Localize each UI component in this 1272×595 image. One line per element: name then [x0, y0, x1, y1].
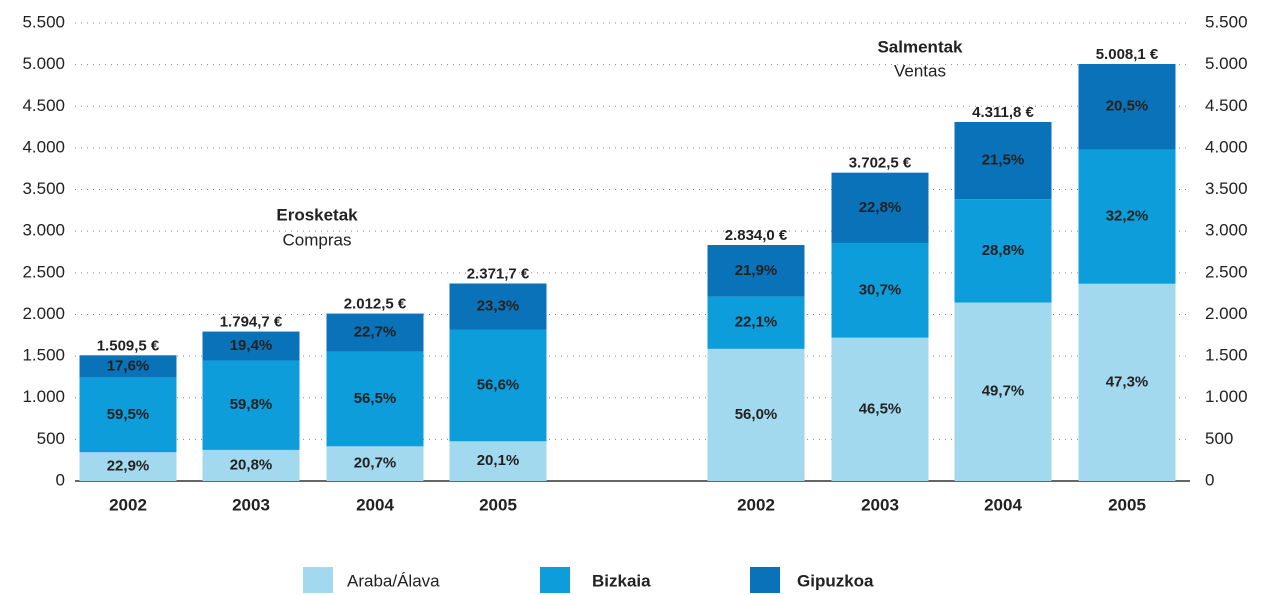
share-label: 59,5%	[107, 406, 150, 423]
share-label: 22,8%	[859, 199, 902, 216]
legend-swatch	[750, 567, 780, 593]
bar-segment	[831, 337, 929, 481]
share-label: 23,3%	[477, 297, 520, 314]
y-tick-label: 500	[1205, 429, 1233, 448]
total-label: 5.008,1 €	[1096, 46, 1159, 63]
legend-label: Gipuzkoa	[797, 571, 874, 590]
y-tick-label: 0	[1205, 470, 1214, 489]
share-label: 56,6%	[477, 376, 520, 393]
bar-segment	[954, 302, 1052, 481]
share-label: 46,5%	[859, 400, 902, 417]
total-label: 1.794,7 €	[220, 314, 283, 331]
y-tick-label: 2.500	[1205, 262, 1248, 281]
y-tick-label: 3.000	[1205, 221, 1248, 240]
share-label: 22,7%	[354, 324, 397, 341]
x-tick-label: 2004	[984, 495, 1022, 514]
y-tick-label: 0	[56, 470, 65, 489]
y-tick-label: 2.000	[22, 304, 65, 323]
share-label: 22,1%	[735, 314, 778, 331]
bar-segment	[831, 242, 929, 338]
y-tick-label: 3.500	[1205, 179, 1248, 198]
bar-segment	[449, 329, 547, 442]
y-tick-label: 4.500	[22, 96, 65, 115]
share-label: 32,2%	[1106, 208, 1149, 225]
total-label: 4.311,8 €	[972, 104, 1034, 121]
y-tick-label: 1.500	[22, 346, 65, 365]
y-tick-label: 1.000	[1205, 387, 1248, 406]
bar-segment	[326, 351, 424, 447]
y-tick-label: 500	[37, 429, 65, 448]
group-title: Salmentak	[877, 37, 963, 56]
share-label: 59,8%	[230, 396, 273, 413]
legend-label: Araba/Álava	[347, 571, 440, 590]
bar-segment	[326, 446, 424, 481]
share-label: 17,6%	[107, 357, 150, 374]
legend-label: Bizkaia	[592, 571, 651, 590]
x-tick-label: 2003	[232, 495, 270, 514]
bar-segment	[1078, 283, 1176, 481]
total-label: 2.834,0 €	[725, 227, 788, 244]
bar-segment	[954, 199, 1052, 303]
y-tick-label: 3.500	[22, 179, 65, 198]
bar-segment	[707, 348, 805, 481]
group-subtitle: Compras	[283, 230, 352, 249]
share-label: 56,5%	[354, 390, 397, 407]
y-tick-label: 4.500	[1205, 96, 1248, 115]
bar-segment	[79, 452, 177, 481]
bar-segment	[449, 441, 547, 481]
bar-segment	[449, 283, 547, 330]
share-label: 49,7%	[982, 383, 1025, 400]
bar-segment	[202, 360, 300, 450]
y-tick-label: 5.500	[1205, 12, 1248, 31]
share-label: 20,5%	[1106, 98, 1149, 115]
bar-segment	[831, 172, 929, 243]
bar-segment	[954, 121, 1052, 200]
y-tick-label: 5.000	[22, 54, 65, 73]
bar-segment	[202, 449, 300, 481]
x-tick-label: 2002	[737, 495, 775, 514]
y-tick-label: 5.000	[1205, 54, 1248, 73]
bar-segment	[202, 331, 300, 361]
group-title: Erosketak	[276, 205, 358, 224]
total-label: 3.702,5 €	[849, 155, 912, 172]
total-label: 2.371,7 €	[467, 265, 530, 282]
share-label: 20,8%	[230, 456, 273, 473]
x-tick-label: 2004	[356, 495, 394, 514]
share-label: 19,4%	[230, 337, 273, 354]
total-label: 2.012,5 €	[344, 296, 407, 313]
share-label: 20,1%	[477, 452, 520, 469]
share-label: 21,5%	[982, 152, 1025, 169]
share-label: 28,8%	[982, 242, 1025, 259]
bar-segment	[79, 355, 177, 378]
share-label: 20,7%	[354, 455, 397, 472]
y-tick-label: 4.000	[1205, 137, 1248, 156]
y-tick-label: 2.500	[22, 262, 65, 281]
bar-segment	[79, 377, 177, 453]
y-tick-label: 1.500	[1205, 346, 1248, 365]
x-tick-label: 2002	[109, 495, 147, 514]
bar-segment	[707, 296, 805, 349]
share-label: 47,3%	[1106, 373, 1149, 390]
legend-swatch	[303, 567, 333, 593]
y-tick-label: 2.000	[1205, 304, 1248, 323]
x-tick-label: 2005	[479, 495, 517, 514]
y-tick-label: 4.000	[22, 137, 65, 156]
total-label: 1.509,5 €	[97, 337, 160, 354]
x-tick-label: 2005	[1108, 495, 1146, 514]
y-tick-label: 1.000	[22, 387, 65, 406]
y-tick-label: 5.500	[22, 12, 65, 31]
y-tick-label: 3.000	[22, 221, 65, 240]
share-label: 56,0%	[735, 406, 778, 423]
bar-segment	[326, 313, 424, 352]
x-tick-label: 2003	[861, 495, 899, 514]
share-label: 21,9%	[735, 262, 778, 279]
share-label: 22,9%	[107, 458, 150, 475]
bar-segment	[1078, 63, 1176, 150]
bar-segment	[707, 245, 805, 297]
bar-segment	[1078, 149, 1176, 284]
group-subtitle: Ventas	[894, 61, 946, 80]
share-label: 30,7%	[859, 281, 902, 298]
legend-swatch	[540, 567, 570, 593]
